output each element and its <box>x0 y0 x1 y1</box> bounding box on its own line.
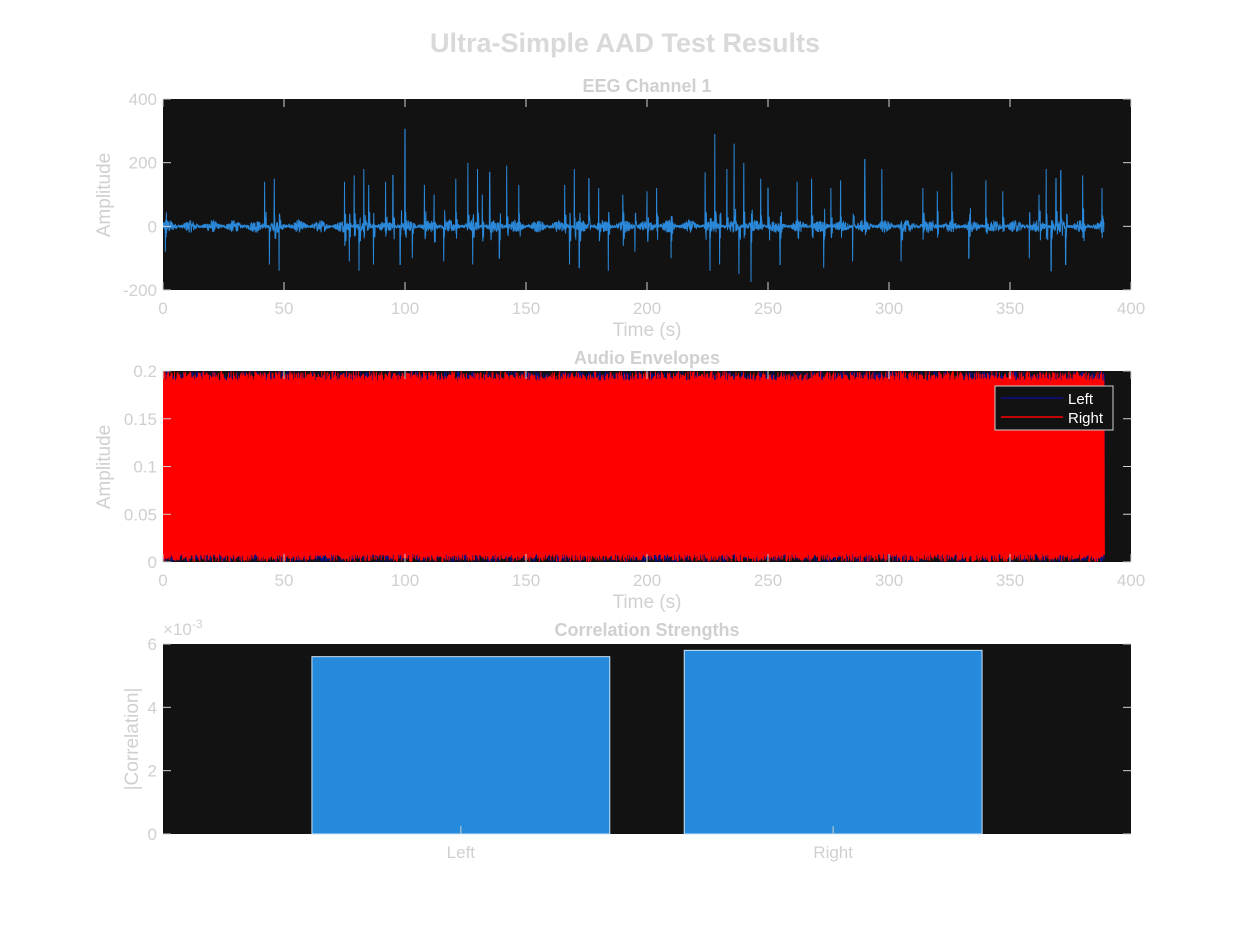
audio-legend: Left Right <box>994 385 1114 431</box>
correlation-ytick-label: 0 <box>148 825 157 844</box>
eeg-xtick-label: 50 <box>275 299 294 318</box>
eeg-xtick-label: 0 <box>158 299 167 318</box>
audio-ytick-label: 0.05 <box>124 505 157 524</box>
audio-xtick-label: 250 <box>754 571 782 590</box>
exponent-label: ×10-3 <box>163 617 203 639</box>
audio-title: Audio Envelopes <box>574 348 720 368</box>
audio-xtick-label: 150 <box>512 571 540 590</box>
correlation-xtick-label: Left <box>447 843 476 862</box>
audio-ytick-label: 0.2 <box>133 362 157 381</box>
audio-panel: Audio Envelopes 0 50 100 150 200 250 300 350 400… <box>94 348 1145 613</box>
eeg-ylabel: Amplitude <box>94 153 115 238</box>
audio-xlabel: Time (s) <box>613 592 682 613</box>
legend-box <box>994 385 1114 431</box>
correlation-bar-right <box>683 649 983 835</box>
audio-xtick-label: 350 <box>996 571 1024 590</box>
correlation-bars: Left Right <box>311 649 983 862</box>
correlation-ytick-label: 2 <box>148 762 157 781</box>
correlation-axes <box>163 644 1131 834</box>
eeg-ytick-label: 400 <box>129 90 157 109</box>
audio-ytick-label: 0.1 <box>133 458 157 477</box>
eeg-ytick-label: 200 <box>129 154 157 173</box>
audio-ylabel: Amplitude <box>94 425 115 510</box>
eeg-series-line <box>163 128 1105 283</box>
eeg-xtick-label: 100 <box>391 299 419 318</box>
eeg-ytick-label: -200 <box>123 281 157 300</box>
audio-ytick-label: 0 <box>148 553 157 572</box>
audio-xtick-label: 300 <box>875 571 903 590</box>
legend-right-label: Right <box>1068 410 1104 427</box>
eeg-ytick-label: 0 <box>148 217 157 236</box>
legend-left-label: Left <box>1068 391 1094 408</box>
correlation-ylabel: |Correlation| <box>122 688 143 791</box>
eeg-panel: EEG Channel 1 0 50 100 150 200 250 300 350 400 -2… <box>94 76 1145 341</box>
audio-xtick-label: 400 <box>1117 571 1145 590</box>
eeg-xlabel: Time (s) <box>613 320 682 341</box>
correlation-bar-left <box>311 656 611 835</box>
correlation-ytick-label: 6 <box>148 635 157 654</box>
correlation-title: Correlation Strengths <box>554 620 739 640</box>
eeg-xtick-label: 200 <box>633 299 661 318</box>
eeg-xtick-label: 250 <box>754 299 782 318</box>
eeg-title: EEG Channel 1 <box>582 76 711 96</box>
audio-xtick-label: 50 <box>275 571 294 590</box>
correlation-xtick-label: Right <box>813 843 853 862</box>
eeg-xtick-label: 400 <box>1117 299 1145 318</box>
figure-title: Ultra-Simple AAD Test Results <box>430 28 820 58</box>
audio-ticks: 0 50 100 150 200 250 300 350 400 0 0.05 0.1 0.15 0.2 <box>124 362 1145 590</box>
audio-xtick-label: 200 <box>633 571 661 590</box>
correlation-ytick-label: 4 <box>148 698 157 717</box>
correlation-ticks: 0 2 4 6 <box>148 635 1131 844</box>
right-envelope-line <box>163 371 1105 562</box>
eeg-xtick-label: 150 <box>512 299 540 318</box>
eeg-xtick-label: 300 <box>875 299 903 318</box>
correlation-panel: Correlation Strengths Left Right 0 2 4 6 ×10… <box>122 617 1131 862</box>
audio-xtick-label: 100 <box>391 571 419 590</box>
audio-xtick-label: 0 <box>158 571 167 590</box>
audio-ytick-label: 0.15 <box>124 410 157 429</box>
eeg-xtick-label: 350 <box>996 299 1024 318</box>
